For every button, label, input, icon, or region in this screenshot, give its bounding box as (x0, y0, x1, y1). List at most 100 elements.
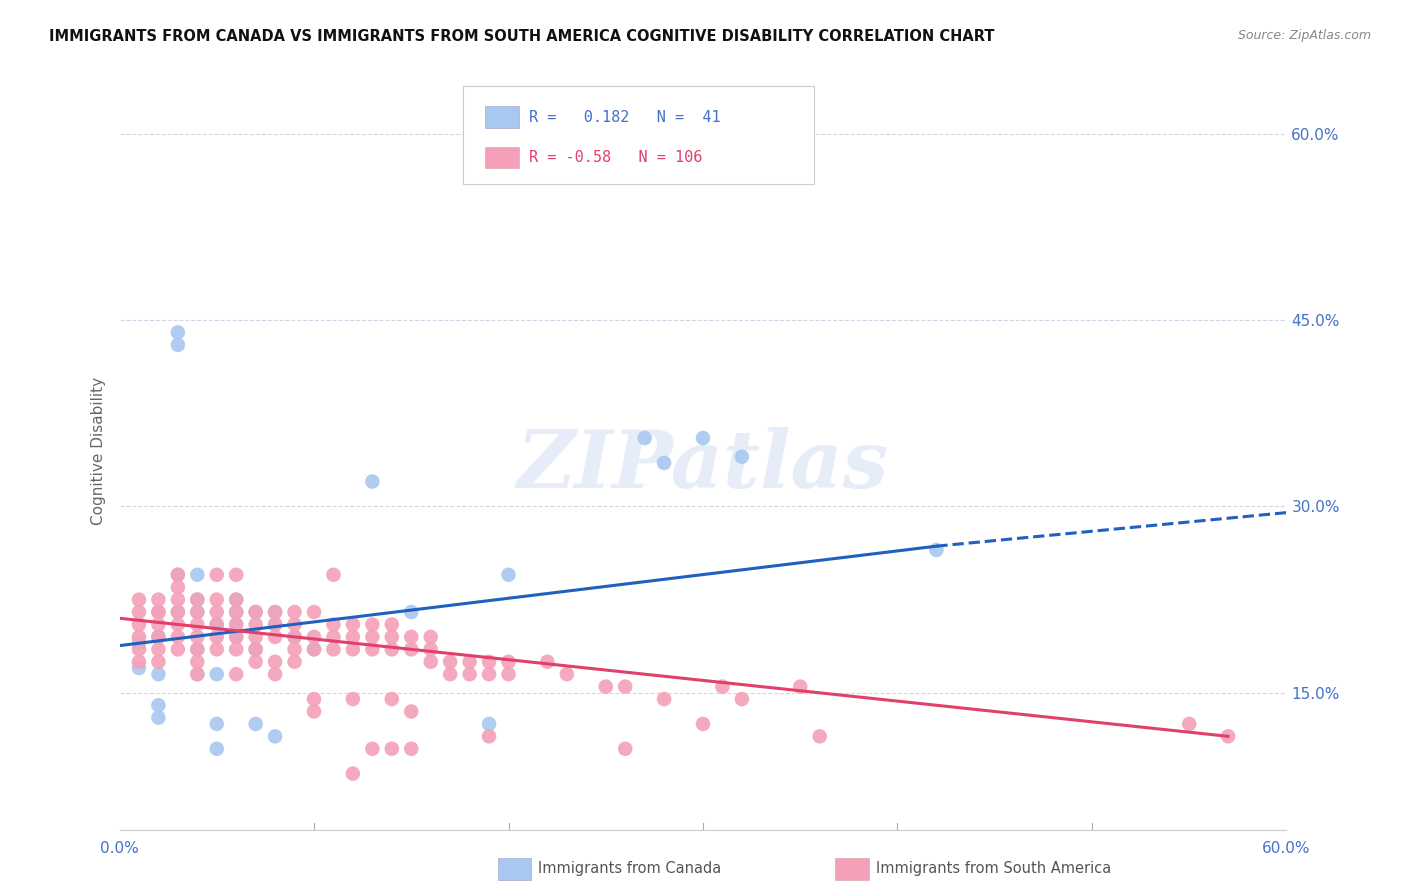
Point (166, 567, 188, 582)
Point (458, 655, 481, 669)
Point (342, 617, 364, 632)
Point (1216, 729, 1240, 743)
Point (361, 617, 384, 632)
Text: R =   0.182   N =  41: R = 0.182 N = 41 (529, 110, 720, 125)
Point (128, 617, 150, 632)
Point (205, 717, 228, 731)
Point (284, 655, 307, 669)
Point (361, 642, 384, 657)
Text: R = -0.58   N = 106: R = -0.58 N = 106 (529, 150, 702, 165)
Point (166, 605, 188, 619)
Point (148, 711, 170, 725)
Point (245, 617, 267, 632)
Point (652, 692, 675, 706)
Point (166, 605, 188, 619)
Point (225, 617, 247, 632)
Point (186, 655, 208, 669)
Point (186, 605, 208, 619)
Point (225, 592, 247, 607)
Point (264, 630, 287, 644)
Point (148, 605, 170, 619)
Point (166, 567, 188, 582)
Point (148, 698, 170, 713)
Point (478, 729, 501, 743)
Point (652, 456, 675, 470)
Point (692, 431, 714, 445)
Point (595, 680, 617, 694)
Point (322, 630, 344, 644)
Point (1178, 717, 1201, 731)
Point (205, 667, 228, 681)
Point (225, 605, 247, 619)
Point (322, 617, 344, 632)
Y-axis label: Cognitive Disability: Cognitive Disability (90, 376, 105, 524)
Point (652, 163, 675, 178)
Point (186, 605, 208, 619)
Point (302, 642, 325, 657)
Point (342, 630, 364, 644)
Point (128, 630, 150, 644)
Point (322, 642, 344, 657)
Point (128, 655, 150, 669)
Point (381, 630, 404, 644)
Point (186, 642, 208, 657)
Point (225, 667, 247, 681)
Point (419, 655, 441, 669)
Point (148, 592, 170, 607)
Point (148, 630, 170, 644)
Point (205, 605, 228, 619)
Point (166, 338, 188, 352)
Point (361, 741, 384, 756)
Point (186, 630, 208, 644)
Text: IMMIGRANTS FROM CANADA VS IMMIGRANTS FROM SOUTH AMERICA COGNITIVE DISABILITY COR: IMMIGRANTS FROM CANADA VS IMMIGRANTS FRO… (49, 29, 994, 44)
Point (148, 630, 170, 644)
Point (284, 630, 307, 644)
Point (614, 680, 637, 694)
Point (439, 667, 461, 681)
Point (401, 705, 423, 719)
Point (186, 667, 208, 681)
Point (789, 680, 811, 694)
Point (128, 661, 150, 675)
Point (166, 326, 188, 340)
Point (166, 617, 188, 632)
Point (381, 617, 404, 632)
Point (225, 605, 247, 619)
Point (555, 667, 578, 681)
Point (264, 617, 287, 632)
Text: ZIPatlas: ZIPatlas (517, 427, 889, 504)
Point (205, 617, 228, 632)
Point (419, 630, 441, 644)
Point (361, 630, 384, 644)
Point (245, 642, 267, 657)
Point (225, 592, 247, 607)
Text: Source: ZipAtlas.com: Source: ZipAtlas.com (1237, 29, 1371, 42)
Point (322, 567, 344, 582)
Point (205, 617, 228, 632)
Point (148, 667, 170, 681)
Point (302, 705, 325, 719)
Point (634, 431, 657, 445)
Text: Immigrants from Canada: Immigrants from Canada (538, 862, 721, 876)
Point (401, 642, 423, 657)
Point (128, 592, 150, 607)
Point (498, 655, 520, 669)
Point (264, 655, 287, 669)
Point (205, 741, 228, 756)
Point (186, 592, 208, 607)
Point (264, 605, 287, 619)
Point (225, 567, 247, 582)
Point (245, 642, 267, 657)
Point (284, 642, 307, 657)
Point (478, 717, 501, 731)
Point (711, 680, 734, 694)
Point (225, 642, 247, 657)
Point (361, 475, 384, 489)
Point (401, 605, 423, 619)
Point (148, 617, 170, 632)
Point (166, 592, 188, 607)
Point (205, 592, 228, 607)
Point (381, 642, 404, 657)
Point (342, 642, 364, 657)
Point (245, 717, 267, 731)
